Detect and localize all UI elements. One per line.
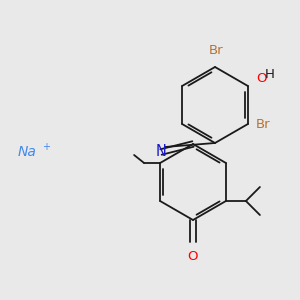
Text: Br: Br [209,44,223,57]
Text: Br: Br [256,118,271,130]
Text: Na: Na [18,145,37,159]
Text: H: H [265,68,275,80]
Text: O: O [188,250,198,263]
Text: O: O [256,71,266,85]
Text: N: N [156,145,167,160]
Text: +: + [42,142,50,152]
